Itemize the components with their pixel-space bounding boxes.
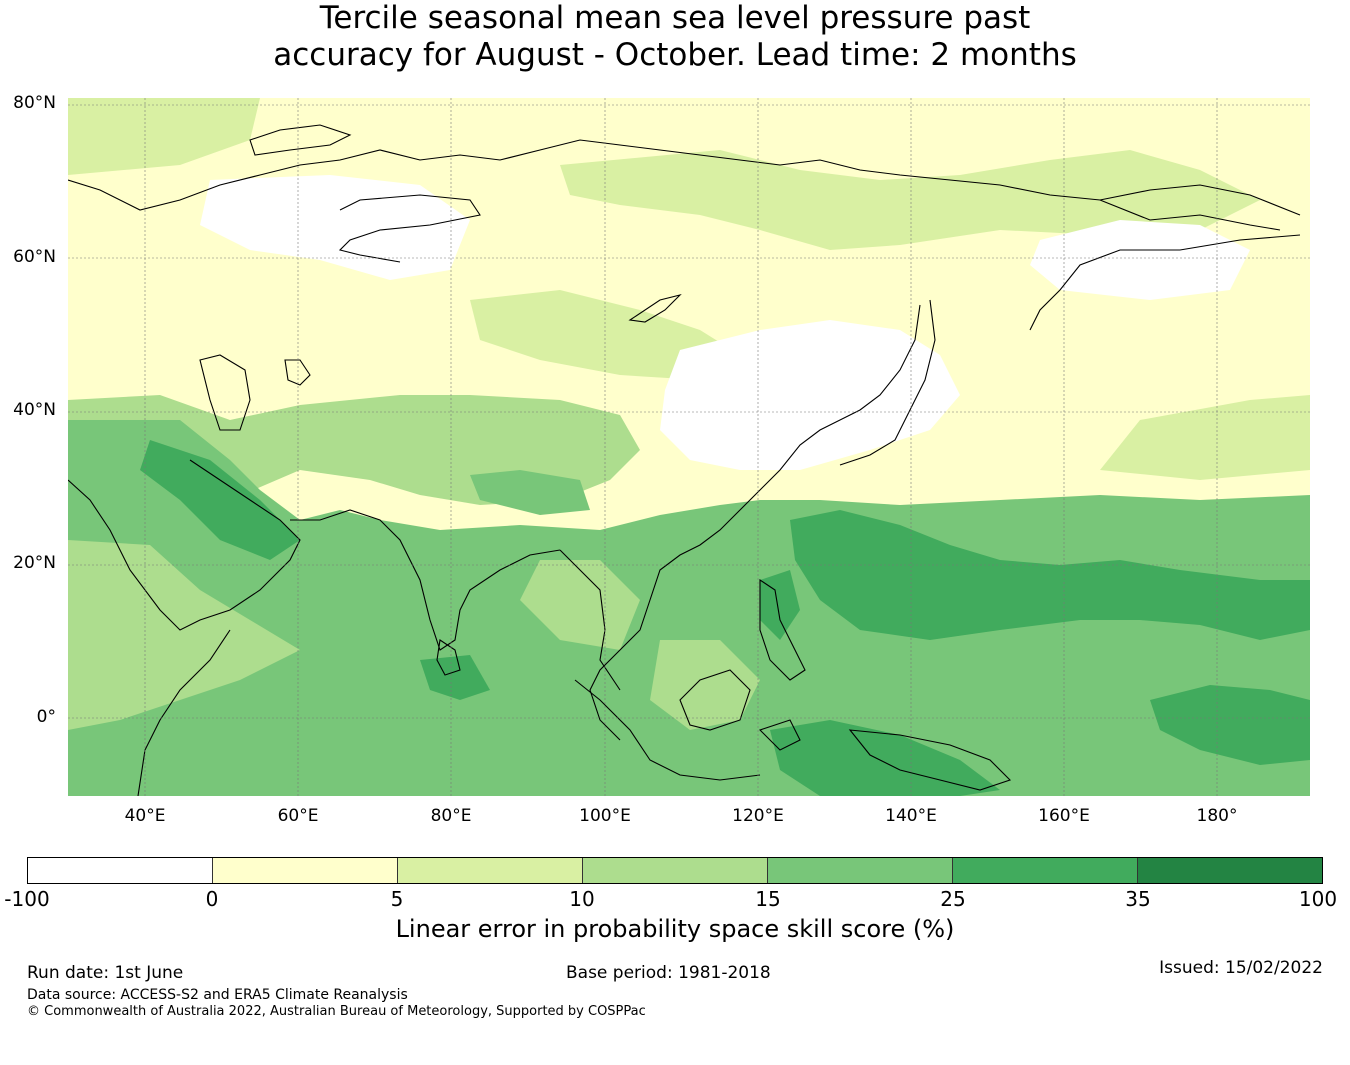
colorbar bbox=[27, 857, 1323, 884]
colorbar-segment-6 bbox=[953, 858, 1138, 883]
lon-label-80e: 80°E bbox=[430, 806, 472, 826]
copyright: © Commonwealth of Australia 2022, Austra… bbox=[27, 1004, 646, 1019]
colorbar-segment-1 bbox=[28, 858, 213, 883]
skill-field bbox=[68, 98, 1310, 796]
colorbar-segment-4 bbox=[583, 858, 768, 883]
colorbar-tick-35: 35 bbox=[1125, 887, 1151, 911]
title-line-1: Tercile seasonal mean sea level pressure… bbox=[319, 0, 1031, 36]
lon-label-60e: 60°E bbox=[277, 806, 319, 826]
lat-label-80n: 80°N bbox=[13, 93, 56, 113]
lat-label-0: 0° bbox=[36, 707, 56, 727]
run-date: Run date: 1st June bbox=[27, 963, 184, 983]
coastlines bbox=[68, 124, 1301, 796]
data-source: Data source: ACCESS-S2 and ERA5 Climate … bbox=[27, 987, 408, 1003]
colorbar-segment-7 bbox=[1138, 858, 1322, 883]
colorbar-tick-5: 5 bbox=[390, 887, 404, 911]
chart-title: Tercile seasonal mean sea level pressure… bbox=[0, 0, 1350, 74]
lon-label-160e: 160°E bbox=[1038, 806, 1090, 826]
colorbar-label: Linear error in probability space skill … bbox=[395, 915, 955, 943]
colorbar-tick-10: 10 bbox=[569, 887, 595, 911]
colorbar-tick-25: 25 bbox=[940, 887, 966, 911]
lat-label-60n: 60°N bbox=[13, 247, 56, 267]
lon-label-40e: 40°E bbox=[124, 806, 166, 826]
issued-date: Issued: 15/02/2022 bbox=[1159, 958, 1323, 978]
colorbar-tick-0: 0 bbox=[205, 887, 219, 911]
colorbar-tick-100: 100 bbox=[1298, 887, 1338, 911]
colorbar-tick-15: 15 bbox=[755, 887, 781, 911]
graticule bbox=[68, 98, 1310, 796]
lon-label-140e: 140°E bbox=[885, 806, 937, 826]
colorbar-segment-2 bbox=[213, 858, 398, 883]
colorbar-segment-3 bbox=[398, 858, 583, 883]
lon-label-120e: 120°E bbox=[732, 806, 784, 826]
colorbar-segment-5 bbox=[768, 858, 953, 883]
base-period: Base period: 1981-2018 bbox=[566, 963, 771, 983]
colorbar-tick-minus100: -100 bbox=[4, 887, 50, 911]
lon-label-100e: 100°E bbox=[579, 806, 631, 826]
title-line-2: accuracy for August - October. Lead time… bbox=[273, 37, 1077, 73]
lat-label-40n: 40°N bbox=[13, 400, 56, 420]
lon-label-180: 180° bbox=[1196, 806, 1238, 826]
lat-label-20n: 20°N bbox=[13, 553, 56, 573]
